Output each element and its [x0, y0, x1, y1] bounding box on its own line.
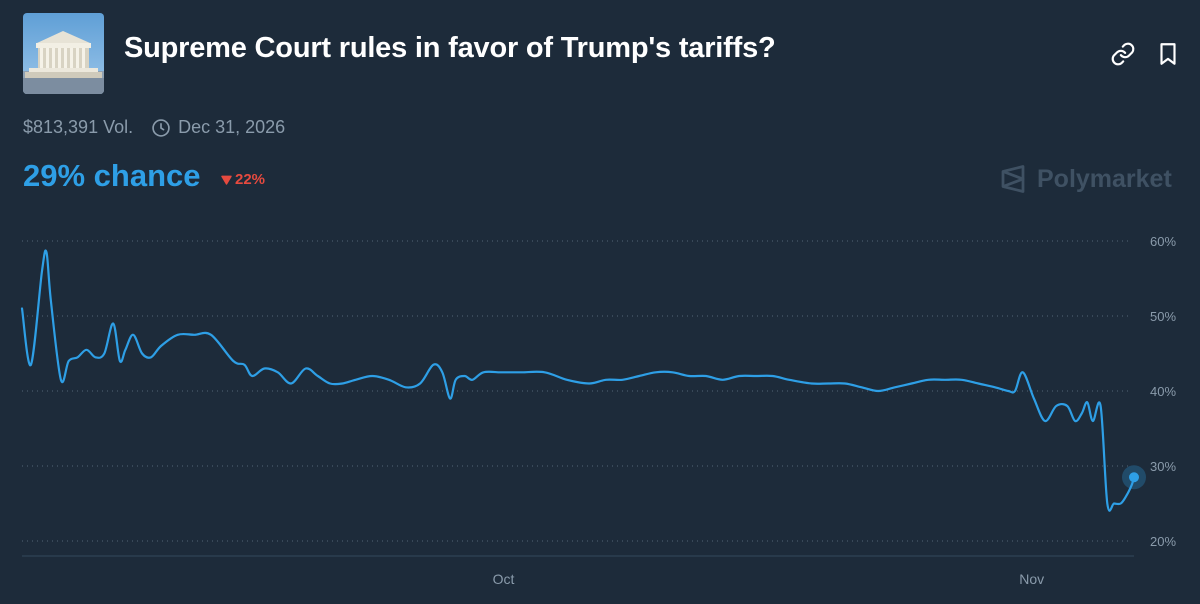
copy-link-button[interactable] [1110, 41, 1136, 67]
y-tick-label: 60% [1150, 234, 1176, 249]
volume-text: $813,391 Vol. [23, 117, 134, 137]
polymarket-brand: Polymarket [998, 164, 1172, 194]
y-tick-label: 50% [1150, 309, 1176, 324]
y-tick-label: 20% [1150, 534, 1176, 549]
market-thumbnail[interactable] [23, 13, 104, 94]
change-value: 22% [235, 171, 266, 188]
brand-name: Polymarket [1037, 164, 1172, 193]
down-triangle-icon [221, 175, 232, 185]
bookmark-icon [1160, 43, 1176, 65]
market-meta: $813,391 Vol. Dec 31, 2026 [23, 117, 285, 138]
supreme-court-building-image [23, 13, 104, 94]
y-tick-label: 40% [1150, 384, 1176, 399]
last-point-marker[interactable] [1129, 472, 1139, 483]
y-tick-label: 30% [1150, 459, 1176, 474]
link-icon [1111, 42, 1135, 66]
market-title: Supreme Court rules in favor of Trump's … [124, 32, 776, 64]
change-badge: 22% [221, 171, 265, 188]
bookmark-button[interactable] [1155, 41, 1181, 67]
series-line-yes[interactable] [20, 249, 1136, 512]
clock-icon [151, 118, 171, 138]
polymarket-logo-icon [1001, 165, 1025, 193]
chance-label: 29% chance [23, 158, 201, 193]
x-tick-label: Oct [493, 571, 515, 587]
x-tick-label: Nov [1019, 571, 1044, 587]
end-date-text: Dec 31, 2026 [178, 117, 286, 137]
